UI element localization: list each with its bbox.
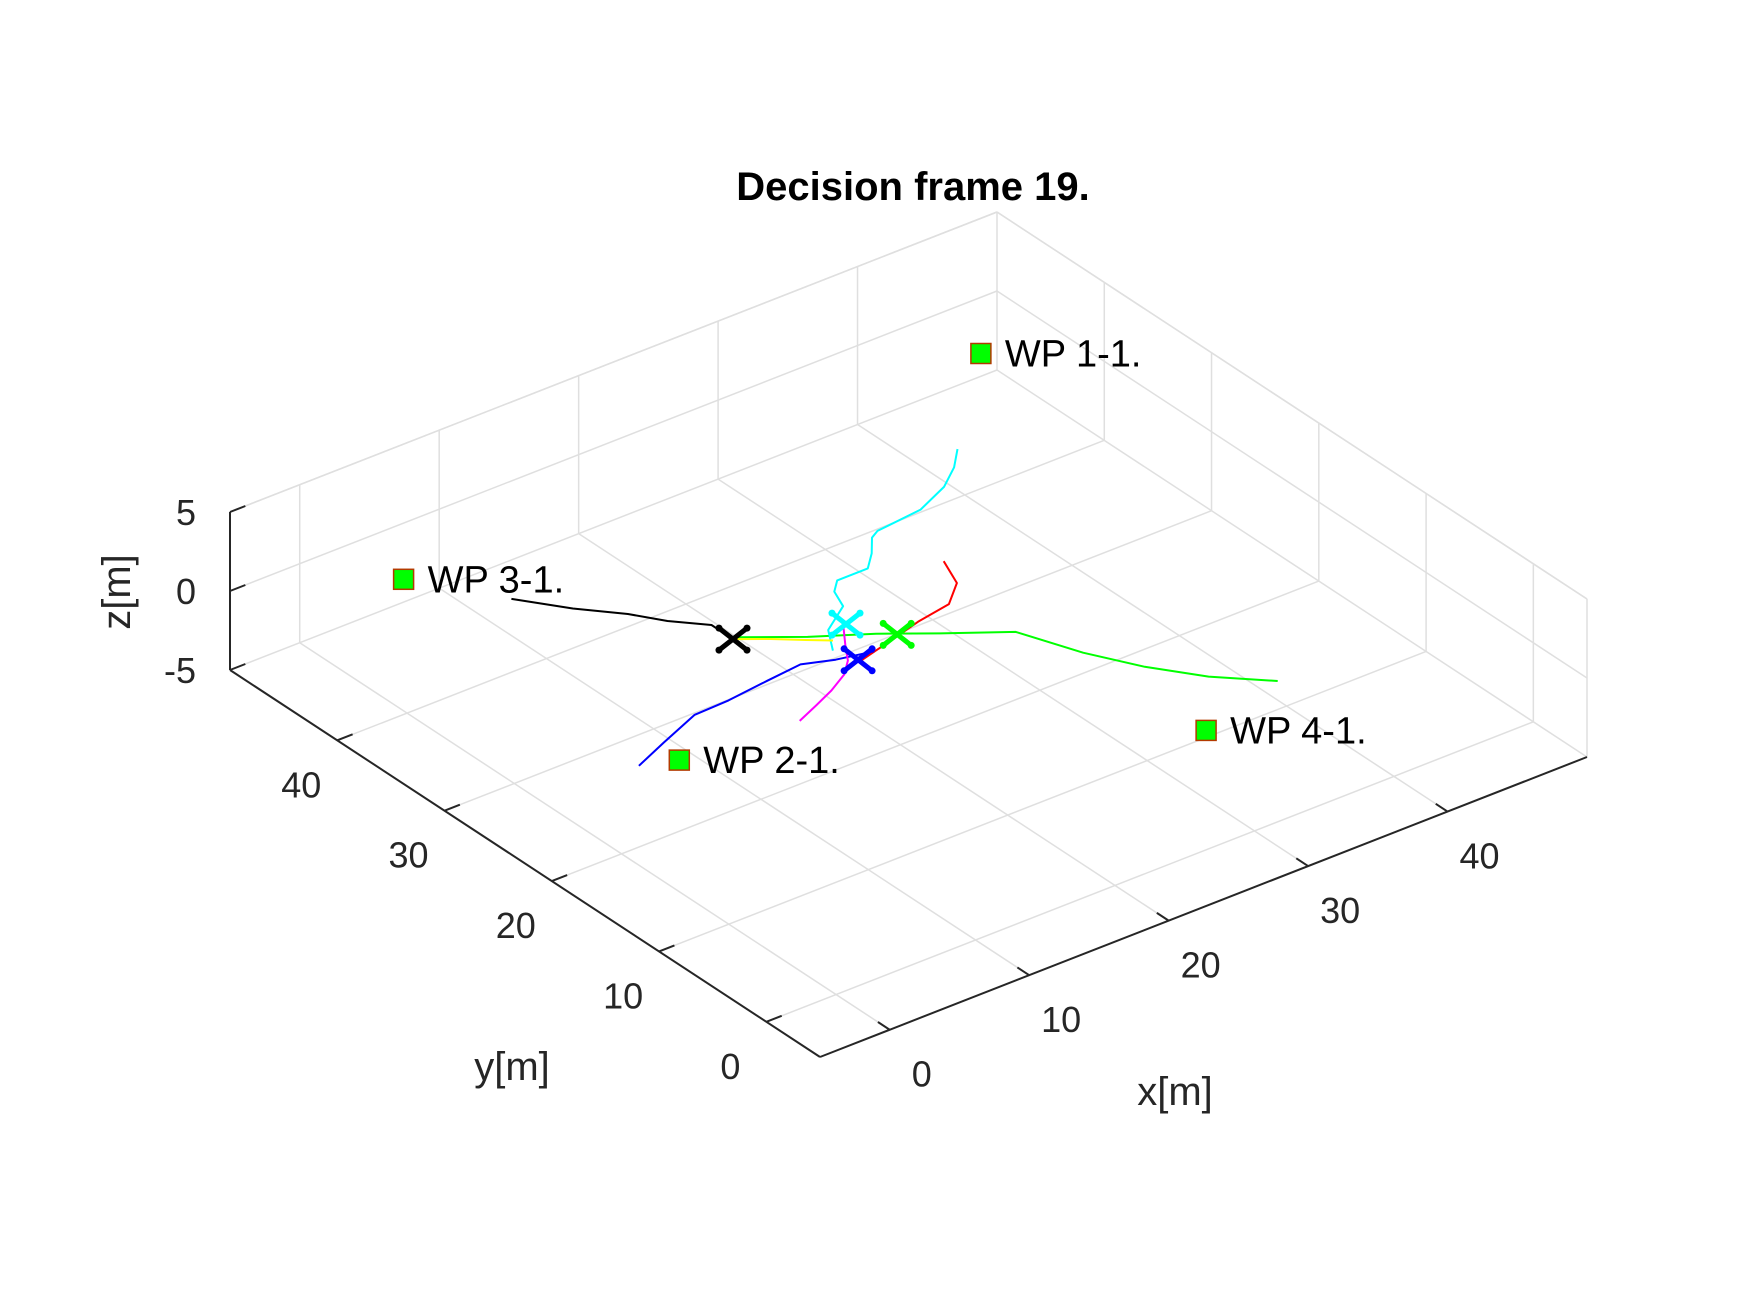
vehicle-marker bbox=[715, 624, 751, 654]
floor-grid-line-y bbox=[551, 580, 1320, 882]
box-edge bbox=[229, 211, 998, 513]
x-tick-label: 0 bbox=[912, 1054, 932, 1095]
vehicle-rotor bbox=[868, 667, 876, 675]
waypoint-marker bbox=[970, 342, 992, 365]
vehicle-rotor bbox=[879, 619, 887, 627]
vehicle-arm bbox=[716, 625, 750, 653]
x-tick-mark bbox=[1295, 857, 1309, 867]
grid-layer bbox=[229, 211, 1588, 1031]
vehicle-rotor bbox=[828, 609, 836, 617]
trajectory-line bbox=[638, 650, 875, 767]
x-axis-line bbox=[819, 756, 1588, 1058]
waypoint-label: WP 1-1. bbox=[1005, 334, 1142, 376]
y-tick-mark bbox=[658, 944, 675, 953]
floor-grid-line-y bbox=[336, 439, 1105, 742]
vehicle-rotor bbox=[840, 645, 848, 653]
right-wall-grid-horizontal bbox=[996, 369, 1588, 758]
x-tick-mark bbox=[1435, 802, 1449, 813]
floor-grid-line-x bbox=[717, 478, 1309, 867]
z-tick-label: 5 bbox=[176, 492, 196, 533]
waypoint-label: WP 3-1. bbox=[428, 559, 565, 601]
y-tick-label: 40 bbox=[281, 764, 321, 805]
floor-grid-line-x bbox=[578, 533, 1170, 922]
vehicle-rotor bbox=[715, 624, 723, 632]
x-axis-label: x[m] bbox=[1137, 1070, 1213, 1114]
y-tick-label: 0 bbox=[720, 1046, 740, 1087]
waypoint-marker bbox=[392, 568, 415, 591]
floor-grid-line-x bbox=[857, 423, 1448, 813]
x-tick-label: 30 bbox=[1320, 890, 1360, 931]
y-tick-mark bbox=[551, 874, 568, 883]
vehicle-rotor bbox=[907, 619, 915, 627]
y-tick-label: 10 bbox=[603, 975, 643, 1016]
z-tick-label: -5 bbox=[164, 650, 196, 691]
vehicle-rotor bbox=[868, 645, 876, 653]
z-tick-label: 0 bbox=[176, 571, 196, 612]
vehicle-rotor bbox=[879, 641, 887, 649]
y-tick-mark bbox=[444, 803, 461, 812]
waypoint-marker bbox=[668, 749, 691, 771]
waypoint-marker bbox=[1195, 719, 1217, 742]
floor-grid-line-y bbox=[766, 721, 1534, 1023]
ticks-layer: 0 10 20 30 40 0 10 20 30 40 -5 0 5 bbox=[164, 492, 1500, 1095]
y-tick-mark bbox=[765, 1014, 783, 1023]
vehicle-marker bbox=[879, 619, 915, 649]
trajectory-line bbox=[732, 638, 834, 642]
vehicle-rotor bbox=[743, 624, 751, 632]
x-tick-label: 40 bbox=[1460, 836, 1500, 877]
vehicle-rotor bbox=[743, 646, 751, 654]
z-axis-label: z[m] bbox=[95, 554, 139, 630]
x-tick-mark bbox=[1156, 912, 1170, 922]
vehicle-rotor bbox=[856, 609, 864, 617]
vehicle-arm bbox=[841, 646, 875, 674]
right-wall-grid-horizontal bbox=[996, 290, 1588, 679]
y-tick-label: 20 bbox=[496, 905, 536, 946]
trajectory-line bbox=[827, 448, 959, 651]
back-wall-grid-horizontal bbox=[229, 369, 998, 671]
vehicle-rotor bbox=[828, 631, 836, 639]
back-wall-grid-horizontal bbox=[229, 290, 998, 592]
vehicle-rotor bbox=[907, 641, 915, 649]
vehicle-arm bbox=[829, 610, 863, 638]
vehicle-marker bbox=[828, 609, 864, 639]
z-tick-mark bbox=[229, 584, 246, 592]
floor-grid-line-y bbox=[658, 650, 1427, 953]
floor-grid-line-x bbox=[299, 642, 891, 1031]
waypoint-label: WP 2-1. bbox=[703, 740, 840, 782]
vehicle-layer bbox=[715, 609, 915, 675]
floor-grid-line-x bbox=[438, 587, 1030, 976]
y-axis-label: y[m] bbox=[474, 1045, 550, 1089]
x-tick-mark bbox=[1016, 966, 1030, 977]
y-axis-line bbox=[229, 669, 821, 1058]
x-tick-label: 10 bbox=[1041, 999, 1081, 1040]
vehicle-marker bbox=[840, 645, 876, 675]
vehicle-rotor bbox=[856, 631, 864, 639]
z-tick-mark bbox=[229, 505, 246, 513]
x-tick-mark bbox=[877, 1021, 891, 1031]
vehicle-rotor bbox=[715, 646, 723, 654]
vehicle-arm bbox=[880, 620, 914, 648]
y-tick-label: 30 bbox=[389, 835, 429, 876]
x-tick-label: 20 bbox=[1181, 945, 1221, 986]
z-tick-mark bbox=[229, 663, 246, 671]
trajectory-line bbox=[859, 560, 958, 663]
waypoint-layer: WP 3-1. WP 1-1. WP 2-1. WP 4-1. bbox=[392, 334, 1367, 782]
box-edge bbox=[996, 211, 1588, 600]
chart-title: Decision frame 19. bbox=[736, 165, 1090, 209]
y-tick-mark bbox=[336, 733, 353, 742]
vehicle-rotor bbox=[840, 667, 848, 675]
waypoint-label: WP 4-1. bbox=[1230, 710, 1367, 752]
